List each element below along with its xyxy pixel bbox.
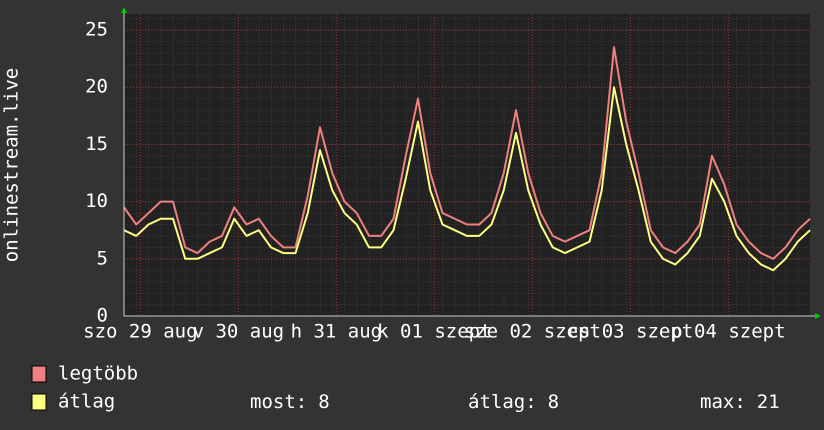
y-tick-label: 5	[97, 247, 108, 269]
stat-label: max:	[700, 391, 746, 413]
series-line	[123, 46, 811, 260]
legend-swatch	[31, 365, 47, 383]
stat: most: 8	[250, 391, 330, 413]
stat-value: 8	[548, 391, 559, 413]
stat: max: 21	[700, 391, 780, 413]
minor-grid	[124, 14, 810, 316]
legend-label: legtöbb	[58, 363, 138, 385]
stat: átlag: 8	[468, 391, 559, 413]
stat-value: 8	[318, 391, 329, 413]
y-tick-label: 25	[85, 19, 108, 41]
x-tick-label: h 31 aug	[291, 321, 383, 343]
lines	[123, 46, 811, 272]
stat-label: átlag:	[468, 391, 537, 413]
x-tick-label: v 30 aug	[193, 321, 285, 343]
x-tick-label: p 04 szept	[671, 321, 785, 343]
y-tick-label: 15	[85, 133, 108, 155]
legend-swatch	[31, 393, 47, 411]
series-line	[123, 86, 811, 272]
x-arrow	[815, 313, 821, 319]
y-tick-label: 20	[85, 76, 108, 98]
x-tick-label: szo 29 aug	[83, 321, 197, 343]
y-axis-label: onlinestream.live	[1, 68, 23, 262]
x-tick-label: k 01 szept	[377, 321, 491, 343]
y-tick-label: 0	[97, 305, 108, 327]
y-arrow	[121, 7, 127, 13]
y-tick-label: 10	[85, 190, 108, 212]
legend-label: átlag	[58, 391, 115, 413]
x-tick-label: cs 03 szept	[567, 321, 693, 343]
stat-label: most:	[250, 391, 307, 413]
x-tick-label: sze 02 szept	[464, 321, 601, 343]
stat-value: 21	[757, 391, 780, 413]
